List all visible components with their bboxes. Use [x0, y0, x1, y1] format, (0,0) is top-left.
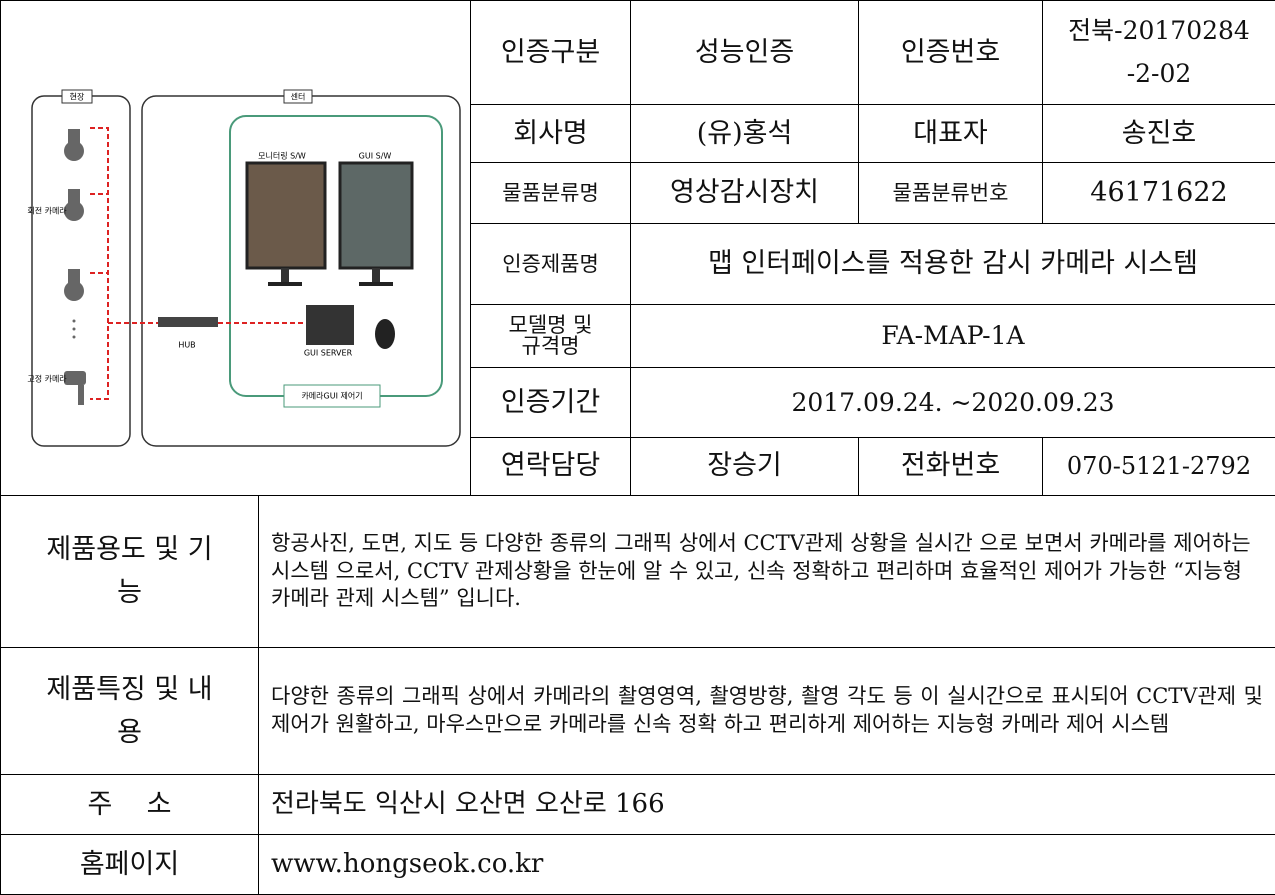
detail-text: 항공사진, 도면, 지도 등 다양한 종류의 그래픽 상에서 CCTV관제 상황… [259, 495, 1275, 647]
cell: 대표자 [859, 105, 1043, 163]
rotating-camera-label: 회전 카메라 [27, 206, 67, 216]
cell: 송진호 [1043, 105, 1275, 163]
hub-label: HUB [178, 341, 195, 350]
field-label: 현장 [69, 92, 84, 102]
detail-label: 주 소 [1, 774, 259, 834]
controller-label: 카메라GUI 제어기 [301, 391, 362, 401]
cell: 맵 인터페이스를 적용한 감시 카메라 시스템 [631, 224, 1275, 305]
system-diagram: 현장 센터 카메라GUI 제어기 모니터링 S/W GUI S/W GUI SE… [2, 1, 470, 486]
monitor [247, 163, 325, 268]
cell: 물품분류명 [471, 163, 631, 224]
cell: 070-5121-2792 [1043, 437, 1275, 495]
cell: (유)홍석 [631, 105, 859, 163]
fixed-camera-label: 고정 카메라 [27, 374, 67, 384]
detail-label: 홈페이지 [1, 834, 259, 894]
detail-text: 다양한 종류의 그래픽 상에서 카메라의 촬영영역, 촬영방향, 촬영 각도 등… [259, 647, 1275, 774]
cell: 전화번호 [859, 437, 1043, 495]
detail-label: 제품용도 및 기능 [1, 495, 259, 647]
cell: 인증제품명 [471, 224, 631, 305]
mouse [375, 319, 395, 349]
cell: 모델명 및 규격명 [471, 305, 631, 368]
cell: 장승기 [631, 437, 859, 495]
cell: 인증기간 [471, 367, 631, 437]
cell: 성능인증 [631, 1, 859, 105]
cell: 46171622 [1043, 163, 1275, 224]
cell: 인증번호 [859, 1, 1043, 105]
system-diagram-cell: 현장 센터 카메라GUI 제어기 모니터링 S/W GUI S/W GUI SE… [1, 1, 471, 496]
cell: 연락담당 [471, 437, 631, 495]
server [306, 305, 354, 345]
gui-server-label: GUI SERVER [303, 349, 352, 358]
cameras [64, 129, 86, 405]
cell: 2017.09.24. ~2020.09.23 [631, 367, 1275, 437]
center-label: 센터 [290, 92, 305, 102]
gui-sw-label: GUI S/W [358, 152, 391, 161]
detail-text: www.hongseok.co.kr [259, 834, 1275, 894]
monitor [340, 163, 412, 268]
cell: 물품분류번호 [859, 163, 1043, 224]
cell: FA-MAP-1A [631, 305, 1275, 368]
cell: 전북-20170284 -2-02 [1043, 1, 1275, 105]
detail-label: 제품특징 및 내용 [1, 647, 259, 774]
hub [158, 317, 218, 327]
cell: 인증구분 [471, 1, 631, 105]
monitoring-sw-label: 모니터링 S/W [258, 151, 306, 161]
cell: 회사명 [471, 105, 631, 163]
detail-text: 전라북도 익산시 오산면 오산로 166 [259, 774, 1275, 834]
cell: 영상감시장치 [631, 163, 859, 224]
